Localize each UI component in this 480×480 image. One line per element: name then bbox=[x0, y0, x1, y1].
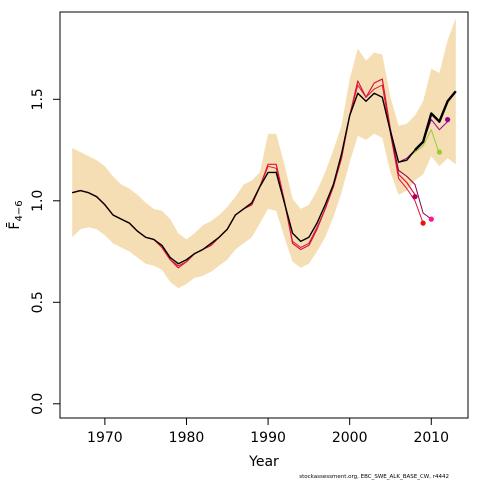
end-point-0 bbox=[412, 194, 418, 200]
y-tick-label: 0.5 bbox=[30, 291, 46, 313]
x-tick-label: 1970 bbox=[87, 430, 123, 446]
x-tick-label: 2010 bbox=[413, 430, 449, 446]
series-line-5 bbox=[72, 92, 416, 265]
end-points-layer bbox=[412, 117, 451, 226]
end-point-4 bbox=[445, 117, 451, 123]
x-tick-label: 2000 bbox=[332, 430, 368, 446]
x-axis-title: Year bbox=[248, 454, 279, 470]
x-axis: 1970 1980 1990 2000 2010 bbox=[87, 417, 449, 446]
footer-note: stockassessment.org, EBC_SWE_ALK_BASE_CW… bbox=[299, 474, 449, 480]
svg-text:F̄4−6: F̄4−6 bbox=[5, 200, 25, 229]
y-axis-title-subscript: 4−6 bbox=[14, 200, 25, 221]
end-point-2 bbox=[428, 216, 434, 222]
confidence-band-layer bbox=[72, 18, 456, 289]
y-axis-title: F̄4−6 bbox=[5, 200, 25, 229]
y-axis-title-symbol: F̄ bbox=[5, 222, 23, 230]
y-tick-label: 1.0 bbox=[30, 190, 46, 212]
y-axis: 0.0 0.5 1.0 1.5 bbox=[30, 88, 61, 415]
end-point-1 bbox=[420, 220, 426, 226]
confidence-band bbox=[72, 18, 456, 289]
end-point-3 bbox=[436, 149, 442, 155]
x-tick-label: 1990 bbox=[250, 430, 286, 446]
series-line-6 bbox=[414, 90, 457, 151]
y-tick-label: 1.5 bbox=[30, 88, 46, 110]
series-line-2 bbox=[390, 133, 432, 220]
y-tick-label: 0.0 bbox=[30, 393, 46, 415]
x-tick-label: 1980 bbox=[169, 430, 205, 446]
series-layer bbox=[72, 78, 457, 269]
